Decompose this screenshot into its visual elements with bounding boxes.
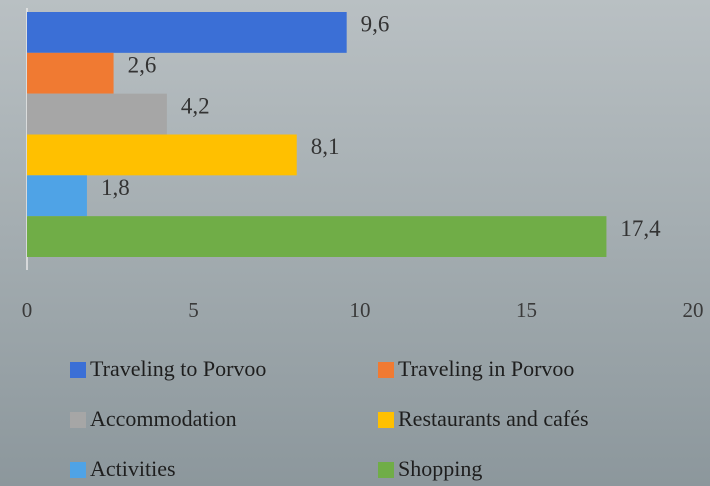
- data-label: 9,6: [361, 12, 390, 37]
- bar: [27, 175, 87, 216]
- legend-swatch: [378, 362, 394, 378]
- data-label: 4,2: [181, 93, 210, 118]
- legend-swatch: [378, 412, 394, 428]
- legend-label: Shopping: [398, 456, 482, 481]
- legend-label: Accommodation: [90, 406, 237, 431]
- chart: 0 5 10 15 20 9,6 2,6 4,2 8,1 1,8 17,4 Traveling to …: [0, 0, 710, 486]
- legend-label: Activities: [90, 456, 176, 481]
- legend-label: Restaurants and cafés: [398, 406, 589, 431]
- page: {"chart_data": {"type": "bar", "orientat…: [0, 0, 710, 486]
- bar: [27, 94, 167, 135]
- legend-swatch: [70, 462, 86, 478]
- bar: [27, 53, 114, 94]
- data-label: 2,6: [128, 53, 157, 78]
- data-label: 17,4: [620, 216, 661, 241]
- legend-swatch: [70, 412, 86, 428]
- x-tick-label: 5: [188, 298, 199, 322]
- legend-swatch: [70, 362, 86, 378]
- legend-swatch: [378, 462, 394, 478]
- bar: [27, 12, 347, 53]
- bar: [27, 135, 297, 176]
- x-tick-label: 15: [516, 298, 537, 322]
- data-label: 1,8: [101, 175, 130, 200]
- x-tick-label: 20: [683, 298, 704, 322]
- data-label: 8,1: [311, 134, 340, 159]
- x-tick-label: 0: [22, 298, 33, 322]
- bar: [27, 216, 606, 257]
- x-tick-label: 10: [350, 298, 371, 322]
- legend-label: Traveling in Porvoo: [398, 356, 574, 381]
- legend-label: Traveling to Porvoo: [90, 356, 266, 381]
